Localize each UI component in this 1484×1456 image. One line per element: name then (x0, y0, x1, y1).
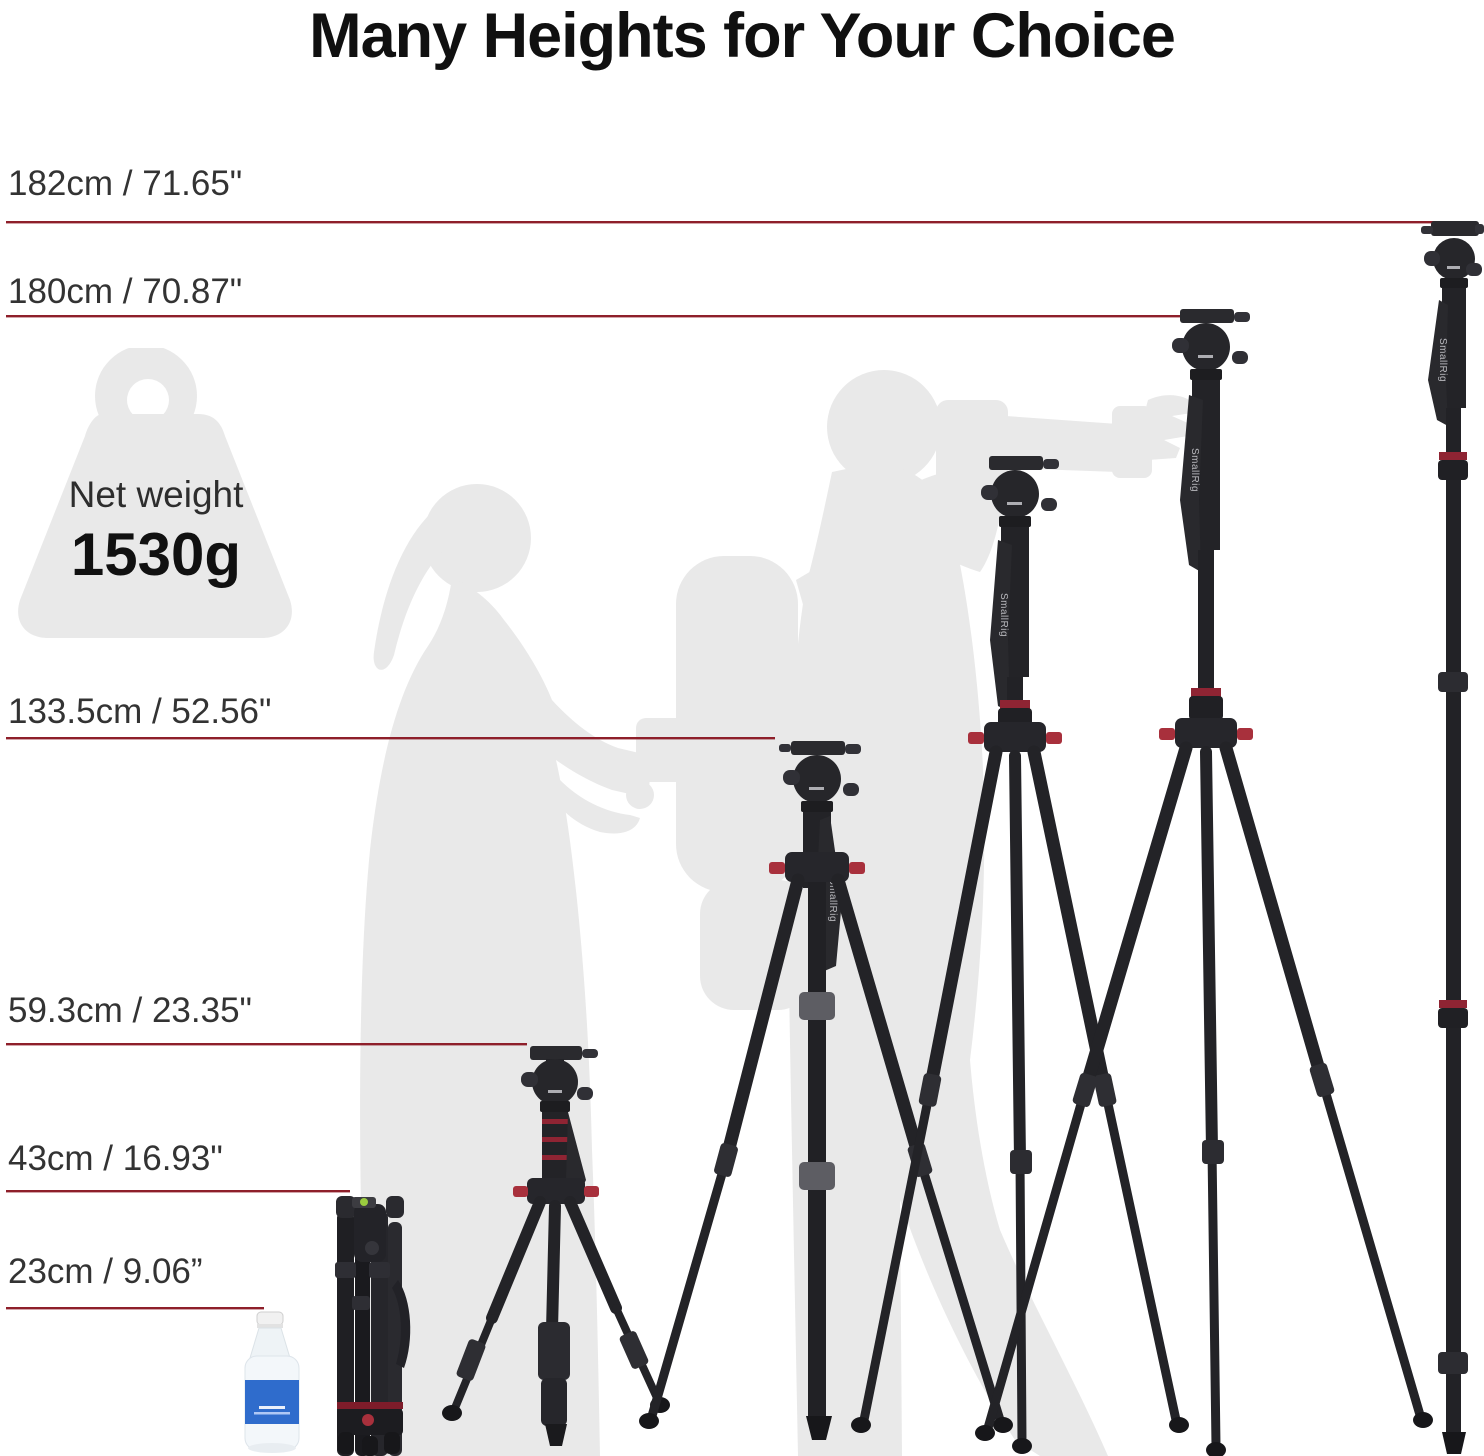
net-weight-label: Net weight (68, 474, 244, 515)
tripod-tall-extended: SmallRig (975, 309, 1433, 1456)
tripod-folded (335, 1196, 411, 1456)
measure-line-43cm (6, 1190, 350, 1193)
measurement-label-133cm: 133.5cm / 52.56" (8, 692, 271, 732)
measurement-text: 180cm / 70.87" (8, 272, 243, 311)
measure-line-23cm (6, 1307, 264, 1310)
man-camera-lens (936, 395, 1198, 518)
woman-silhouette (360, 484, 713, 1456)
tripod-compact (442, 1046, 670, 1446)
measurement-label-43cm: 43cm / 16.93" (8, 1139, 223, 1179)
weight-badge: Net weight 1530g (10, 348, 302, 644)
weight-icon (18, 348, 292, 638)
measurement-label-182cm: 182cm / 71.65" (8, 164, 242, 204)
carry-strap (392, 1280, 411, 1368)
brand-mark-tall-extended: SmallRig (1189, 448, 1200, 492)
tripod-mid: SmallRig (639, 741, 1013, 1440)
brand-mark-mid: SmallRig (827, 878, 838, 922)
bottle-label (245, 1380, 299, 1424)
measurement-text: 43cm / 16.93" (8, 1139, 223, 1178)
woman-ponytail (373, 505, 452, 670)
measurement-text: 133.5cm / 52.56" (8, 692, 272, 731)
measurement-text: 182cm / 71.65" (8, 164, 243, 203)
measurement-label-59cm: 59.3cm / 23.35" (8, 991, 252, 1031)
man-pointing-hand (1140, 395, 1198, 460)
man-silhouette (676, 370, 1198, 1456)
brand-mark-tall: SmallRig (998, 593, 1009, 637)
measure-line-182cm (6, 221, 1442, 224)
measure-line-180cm (6, 315, 1184, 318)
measurement-label-23cm: 23cm / 9.06” (8, 1252, 203, 1292)
measure-lines (6, 221, 1442, 1310)
monopod-extended: SmallRig (1421, 221, 1484, 1454)
net-weight-value: 1530g (70, 521, 242, 588)
measurement-text: 59.3cm / 23.35" (8, 991, 252, 1030)
brand-mark-monopod: SmallRig (1437, 338, 1448, 382)
measurement-text: 23cm / 9.06” (8, 1252, 203, 1291)
bubble-level (352, 1197, 376, 1208)
tripod-tall: SmallRig (851, 456, 1189, 1454)
measure-line-133cm (6, 737, 775, 740)
measurement-label-180cm: 180cm / 70.87" (8, 272, 242, 312)
page-title: Many Heights for Your Choice (309, 1, 1176, 71)
water-bottle (244, 1311, 300, 1453)
measure-line-59cm (6, 1043, 527, 1046)
